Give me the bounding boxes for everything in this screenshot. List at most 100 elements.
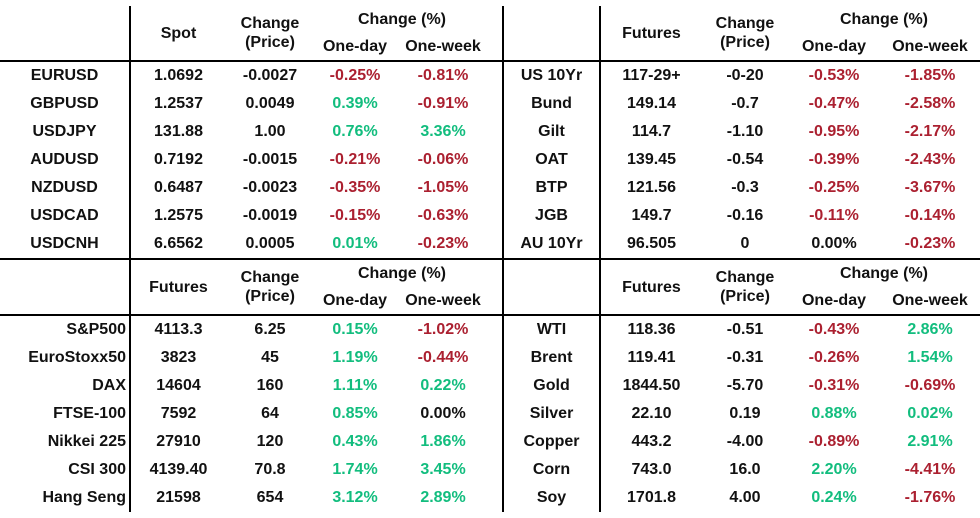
commodities-value-cell: 22.10 — [631, 405, 672, 422]
commodities-row-label: Gold — [502, 372, 601, 400]
bonds-row-label: BTP — [502, 174, 601, 202]
table-row: CSI 300 4139.40 70.8 1.74% 3.45% Corn 743.0 16.… — [0, 456, 980, 484]
bonds-change-price-cell: -0.16 — [726, 207, 764, 224]
fx-value-cell: 6.6562 — [130, 230, 226, 260]
fx-one-day-pct-cell: 0.39% — [332, 95, 378, 112]
bonds-one-day-pct-cell: -0.39% — [808, 151, 860, 168]
commodities-row-label: Copper — [502, 428, 601, 456]
commodities-row-label: Soy — [502, 484, 601, 512]
commodities-row-label: Corn — [502, 456, 601, 484]
commodities-value-cell: 443.2 — [631, 433, 672, 450]
band-gap — [490, 344, 503, 372]
band-gap — [490, 372, 503, 400]
band-gap — [490, 315, 503, 344]
commodities-row-label: WTI — [502, 315, 601, 344]
bonds-one-week-pct-cell: -2.17% — [904, 123, 956, 140]
band-gap — [490, 456, 503, 484]
commodities-value-cell: 743.0 — [631, 461, 672, 478]
fx-value-cell: 1.2537 — [154, 95, 203, 112]
commodities-change-price-cell: 4.00 — [729, 489, 761, 506]
fx-one-week-pct-cell: -0.06% — [417, 151, 469, 168]
band-gap — [490, 174, 503, 202]
fx-one-day-pct-cell: -0.35% — [329, 179, 381, 196]
bonds-value-cell: 139.45 — [627, 151, 676, 168]
band-gap — [490, 230, 503, 260]
equities-one-day-pct-cell: 3.12% — [332, 489, 378, 506]
bonds-one-week-pct-cell: -2.58% — [904, 95, 956, 112]
commodities-one-week-pct-cell: 0.02% — [907, 405, 953, 422]
equities-row-label: S&P500 — [0, 315, 131, 344]
bonds-change-price-cell: 0 — [702, 230, 788, 260]
equities-commodities-band: Futures Change (Price) Change (%) Future… — [0, 260, 980, 512]
fx-one-week-pct-cell: 3.36% — [420, 123, 466, 140]
fx-change-price-cell: -0.0023 — [242, 179, 298, 196]
change-header-line2: (Price) — [245, 34, 295, 51]
equities-one-week-pct-cell: 1.86% — [420, 433, 466, 450]
fx-one-day-pct-cell: -0.25% — [329, 67, 381, 84]
equities-one-week-pct-cell: 2.89% — [420, 489, 466, 506]
commodities-value-column-header: Futures — [622, 278, 681, 296]
bonds-one-day-pct-cell: -0.53% — [808, 67, 860, 84]
equities-row-label: CSI 300 — [0, 456, 131, 484]
equities-change-price-cell: 70.8 — [254, 461, 286, 478]
commodities-one-day-pct-cell: -0.26% — [808, 349, 860, 366]
table-row: AUDUSD 0.7192 -0.0015 -0.21% -0.06% OAT 139.45… — [0, 146, 980, 174]
table-row: NZDUSD 0.6487 -0.0023 -0.35% -1.05% BTP 121.56… — [0, 174, 980, 202]
bonds-one-week-pct-cell: -3.67% — [904, 179, 956, 196]
commodities-change-price-cell: -4.00 — [726, 433, 764, 450]
equities-row-label: Nikkei 225 — [0, 428, 131, 456]
fx-bonds-band: Spot Change (Price) Change (%) Futures C… — [0, 6, 980, 260]
commodities-change-price-column-header: Change (Price) — [702, 260, 788, 315]
bonds-value-cell: 96.505 — [600, 230, 702, 260]
bonds-one-week-pct-cell: -0.14% — [904, 207, 956, 224]
equities-one-week-column-header: One-week — [405, 291, 481, 309]
equities-row-label: FTSE-100 — [0, 400, 131, 428]
equities-value-cell: 7592 — [160, 405, 197, 422]
commodities-value-cell: 118.36 — [627, 321, 676, 338]
bonds-change-price-cell: -0.7 — [731, 95, 759, 112]
fx-change-price-cell: -0.0019 — [242, 207, 298, 224]
bonds-one-day-pct-cell: 0.00% — [788, 230, 880, 260]
band-gap — [490, 146, 503, 174]
bonds-value-cell: 114.7 — [631, 123, 672, 140]
bonds-label-column-header — [502, 6, 601, 61]
bonds-value-cell: 149.14 — [627, 95, 676, 112]
equities-one-week-pct-cell: 0.22% — [420, 377, 466, 394]
band-gap — [490, 484, 503, 512]
commodities-one-day-pct-cell: -0.43% — [808, 321, 860, 338]
equities-value-cell: 27910 — [156, 433, 201, 450]
fx-change-price-cell: 0.0049 — [245, 95, 295, 112]
equities-change-pct-column-header: Change (%) — [358, 264, 446, 282]
equities-row-label: DAX — [0, 372, 131, 400]
bonds-one-day-pct-cell: -0.11% — [809, 207, 859, 224]
bonds-row-label: AU 10Yr — [502, 230, 601, 260]
commodities-change-price-cell: -0.51 — [726, 321, 764, 338]
equities-value-cell: 14604 — [156, 377, 201, 394]
commodities-one-day-pct-cell: 2.20% — [811, 461, 857, 478]
commodities-value-cell: 1844.50 — [622, 377, 681, 394]
bonds-row-label: Gilt — [502, 118, 601, 146]
fx-value-column-header: Spot — [160, 24, 197, 42]
change-header-line2: (Price) — [245, 288, 295, 305]
band-gap — [490, 260, 503, 315]
fx-change-price-cell: 1.00 — [254, 123, 286, 140]
bonds-one-day-pct-cell: -0.25% — [808, 179, 860, 196]
commodities-change-price-cell: -0.31 — [726, 349, 764, 366]
bonds-one-day-pct-cell: -0.47% — [808, 95, 860, 112]
equities-one-day-column-header: One-day — [322, 291, 387, 309]
equities-one-day-pct-cell: 0.43% — [332, 433, 378, 450]
fx-one-day-pct-cell: 0.76% — [332, 123, 378, 140]
commodities-one-day-pct-cell: 0.24% — [811, 489, 857, 506]
bonds-one-week-pct-cell: -2.43% — [904, 151, 956, 168]
change-header-line2: (Price) — [720, 34, 770, 51]
fx-label-column-header — [0, 6, 131, 61]
bonds-change-price-column-header: Change (Price) — [702, 6, 788, 61]
bonds-change-price-cell: -0.3 — [731, 179, 759, 196]
change-header-line2: (Price) — [720, 288, 770, 305]
equities-one-week-pct-cell: -0.44% — [417, 349, 469, 366]
fx-value-cell: 1.2575 — [154, 207, 203, 224]
fx-value-cell: 1.0692 — [154, 67, 203, 84]
commodities-change-price-cell: -5.70 — [726, 377, 764, 394]
fx-change-price-cell: -0.0015 — [242, 151, 298, 168]
